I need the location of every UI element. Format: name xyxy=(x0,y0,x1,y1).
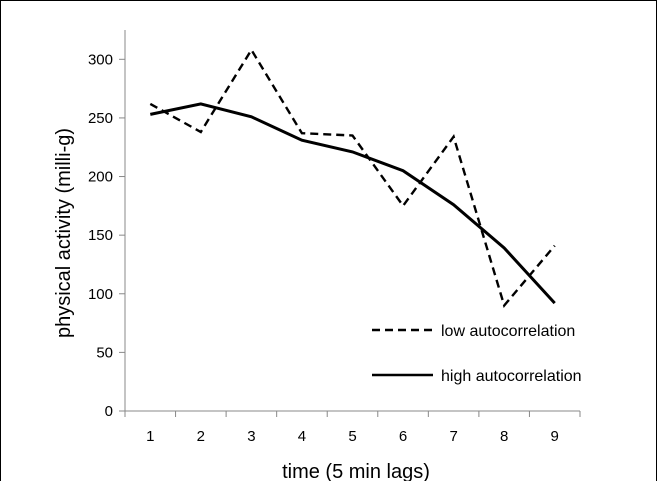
y-tick-label: 200 xyxy=(88,169,113,186)
x-tick-label: 6 xyxy=(399,428,407,445)
x-axis-title: time (5 min lags) xyxy=(282,461,430,481)
x-tick-label: 3 xyxy=(247,428,255,445)
series-line-low-autocorrelation xyxy=(149,47,556,308)
x-tick-label: 1 xyxy=(146,428,154,445)
x-tick-label: 9 xyxy=(551,428,559,445)
y-axis-ticks: 0 50 100 150 200 250 300 xyxy=(88,51,125,420)
y-tick-label: 150 xyxy=(88,227,113,244)
y-tick-label: 300 xyxy=(88,51,113,68)
y-axis-title: physical activity (milli-g) xyxy=(53,128,75,338)
y-tick-label: 0 xyxy=(105,403,113,420)
y-tick-label: 50 xyxy=(96,344,113,361)
y-tick-label: 250 xyxy=(88,110,113,127)
series-layer xyxy=(149,47,556,308)
x-tick-label: 7 xyxy=(449,428,457,445)
y-tick-label: 100 xyxy=(88,286,113,303)
x-tick-label: 2 xyxy=(197,428,205,445)
legend-label-low-autocorrelation: low autocorrelation xyxy=(441,323,575,340)
legend: low autocorrelation high autocorrelation xyxy=(372,323,582,385)
x-tick-label: 5 xyxy=(348,428,356,445)
series-line-high-autocorrelation xyxy=(149,102,556,305)
x-axis-ticks: 1 2 3 4 5 6 7 8 9 xyxy=(124,411,581,445)
x-tick-label: 8 xyxy=(500,428,508,445)
legend-label-high-autocorrelation: high autocorrelation xyxy=(441,368,582,385)
x-tick-label: 4 xyxy=(298,428,306,445)
